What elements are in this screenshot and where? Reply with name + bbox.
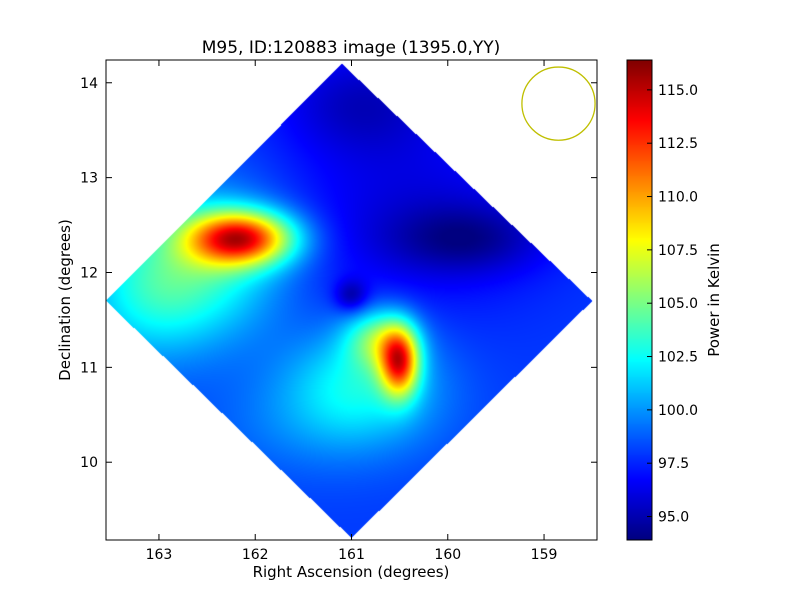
y-axis-label: Declination (degrees) <box>56 219 74 381</box>
y-axis: 10 11 12 13 14 <box>80 76 597 471</box>
colorbar-tick-label: 95.0 <box>658 510 689 526</box>
y-tick-label: 10 <box>80 455 98 471</box>
beam-circle <box>521 66 596 141</box>
x-tick-label: 161 <box>338 547 365 563</box>
y-tick-label: 12 <box>80 265 98 281</box>
colorbar-tick-label: 100.0 <box>658 403 698 419</box>
y-tick-label: 13 <box>80 171 98 187</box>
colorbar-ticks: 95.0 97.5 100.0 102.5 105.0 107.5 110.0 112.5 11… <box>647 83 698 526</box>
x-tick-label: 163 <box>146 547 173 563</box>
y-tick-label: 14 <box>80 76 98 92</box>
colorbar-frame <box>626 59 653 541</box>
colorbar: 95.0 97.5 100.0 102.5 105.0 107.5 110.0 112.5 11… <box>626 59 698 541</box>
colorbar-tick-label: 110.0 <box>658 190 698 206</box>
x-axis-label: Right Ascension (degrees) <box>253 563 450 581</box>
x-tick-label: 160 <box>434 547 461 563</box>
colorbar-tick-label: 105.0 <box>658 296 698 312</box>
colorbar-tick-label: 115.0 <box>658 83 698 99</box>
colorbar-tick-label: 112.5 <box>658 136 698 152</box>
x-tick-label: 162 <box>242 547 269 563</box>
colorbar-gradient <box>627 60 652 540</box>
heatmap-image <box>106 60 597 540</box>
colorbar-tick-label: 107.5 <box>658 243 698 259</box>
colorbar-tick-label: 97.5 <box>658 456 689 472</box>
plot-area: 163 162 161 160 159 10 11 12 13 14 <box>80 59 598 563</box>
y-tick-label: 11 <box>80 360 98 376</box>
chart-title: M95, ID:120883 image (1395.0,YY) <box>202 38 501 58</box>
x-axis: 163 162 161 160 159 <box>146 60 558 563</box>
colorbar-tick-label: 102.5 <box>658 350 698 366</box>
x-tick-label: 159 <box>531 547 558 563</box>
colorbar-label: Power in Kelvin <box>705 243 723 357</box>
